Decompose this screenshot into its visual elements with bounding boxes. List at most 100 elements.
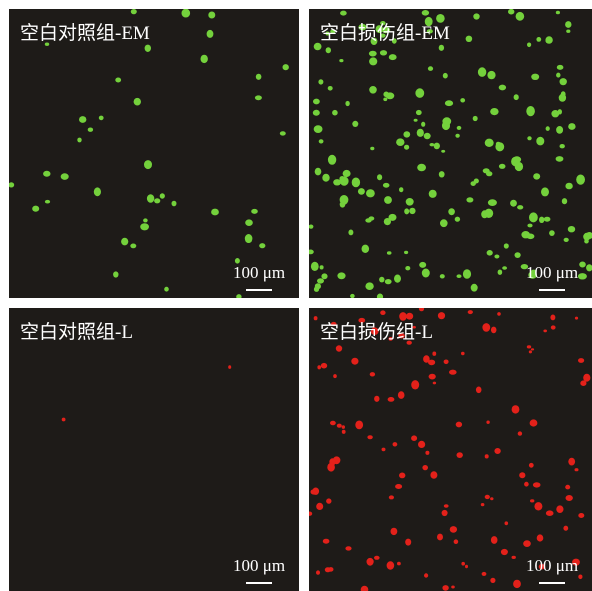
cell: [456, 422, 462, 428]
cell: [333, 179, 341, 185]
cell: [384, 218, 391, 225]
cell: [115, 78, 121, 83]
cell: [134, 98, 141, 106]
cell: [478, 67, 486, 77]
cell: [383, 98, 387, 102]
cell: [583, 374, 590, 382]
cell: [321, 363, 327, 369]
cell: [391, 528, 398, 535]
cell: [430, 471, 437, 479]
cell: [531, 74, 539, 80]
cell: [365, 218, 371, 222]
cell: [314, 125, 323, 133]
cell: [309, 225, 314, 229]
cell: [404, 208, 409, 214]
cell: [502, 266, 507, 270]
cell: [406, 198, 414, 206]
cell: [498, 270, 503, 275]
cell: [317, 278, 324, 283]
cell: [121, 238, 128, 246]
cell: [130, 244, 136, 249]
micrograph-panel: 空白损伤组-L100 μm: [307, 306, 592, 591]
cell: [449, 370, 457, 375]
cell: [422, 10, 429, 16]
cell: [490, 578, 495, 583]
cell: [490, 108, 498, 115]
cell: [245, 237, 252, 243]
cell: [461, 352, 465, 355]
cell: [466, 36, 473, 42]
cell: [563, 526, 568, 531]
cell: [457, 274, 462, 278]
cell: [448, 208, 455, 215]
cell: [411, 380, 419, 389]
cell: [455, 134, 459, 138]
cell: [430, 143, 435, 146]
cell: [387, 251, 392, 254]
cell: [382, 448, 386, 452]
cell: [454, 539, 459, 544]
cell: [320, 265, 324, 269]
cell: [556, 11, 560, 15]
cell: [505, 521, 509, 525]
scale-bar-label: 100 μm: [526, 556, 578, 575]
cell: [533, 173, 540, 179]
cell: [385, 279, 392, 284]
cell: [428, 66, 433, 71]
cell: [316, 503, 323, 510]
cell: [422, 269, 430, 278]
cell: [416, 110, 422, 115]
cell: [326, 498, 331, 503]
cell: [352, 178, 360, 188]
cell: [519, 472, 525, 478]
scale-bar-label: 100 μm: [526, 263, 578, 282]
panel-background: [9, 308, 299, 591]
cell: [565, 21, 571, 28]
cell: [182, 9, 191, 18]
cell: [560, 144, 565, 148]
cell: [377, 294, 383, 301]
cell: [437, 534, 443, 541]
cell: [451, 586, 455, 589]
cell: [564, 238, 569, 242]
cell: [379, 277, 384, 283]
cell: [461, 562, 465, 566]
cell: [527, 43, 531, 48]
cell: [428, 360, 435, 366]
cell: [534, 502, 542, 510]
cell: [486, 171, 492, 176]
cell: [566, 495, 573, 501]
cell: [518, 431, 522, 435]
cell: [380, 50, 387, 55]
cell: [147, 194, 154, 203]
cell: [578, 575, 582, 580]
cell: [396, 138, 404, 146]
cell: [144, 160, 152, 169]
cell: [411, 435, 417, 441]
cell: [422, 465, 428, 470]
cell: [397, 562, 401, 566]
panel-background: [309, 9, 592, 298]
cell: [337, 424, 342, 428]
cell: [501, 549, 508, 555]
cell: [557, 65, 564, 70]
cell: [565, 485, 570, 490]
cell: [429, 190, 437, 198]
cell: [533, 482, 541, 487]
cell: [419, 262, 426, 268]
cell: [568, 123, 575, 130]
cell: [314, 287, 319, 292]
cell: [485, 495, 490, 499]
cell: [333, 374, 337, 378]
cell: [405, 539, 411, 546]
cell: [529, 463, 534, 468]
cell: [406, 313, 413, 320]
cell: [440, 274, 445, 278]
cell: [342, 425, 345, 429]
cell: [491, 327, 497, 334]
cell: [365, 282, 373, 290]
cell: [491, 536, 498, 544]
cell: [486, 421, 489, 424]
cell: [536, 137, 544, 146]
cell: [499, 85, 506, 91]
